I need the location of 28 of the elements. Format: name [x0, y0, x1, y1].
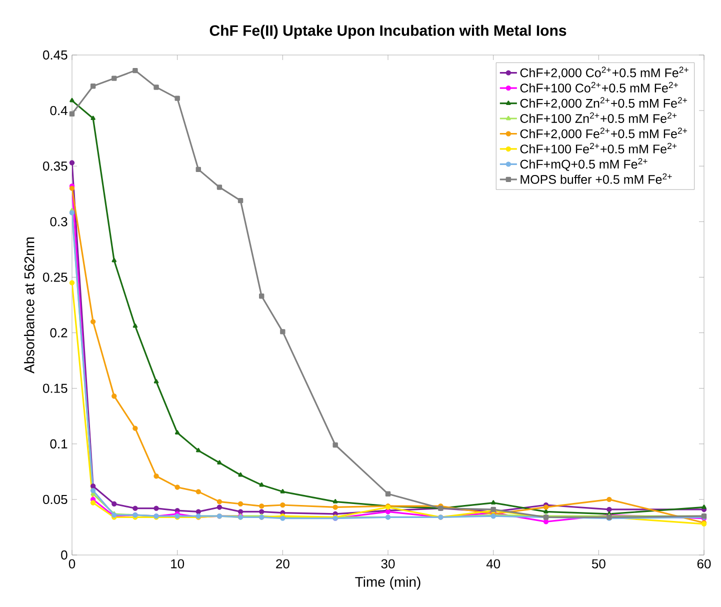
y-tick-label: 0.1	[50, 439, 68, 448]
legend-label: ChF+100 Fe$^{2+}$+0.5 mM Fe$^{2+}$	[520, 142, 677, 154]
y-tick-label: 0.25	[43, 272, 68, 282]
y-tick-label: 0.4	[50, 106, 68, 116]
x-tick-label: 10	[171, 559, 184, 568]
chart-title: ChF Fe(II) Uptake Upon Incubation with Metal Ions	[210, 24, 566, 39]
legend-label: ChF+2,000 Fe$^{2+}$+0.5 mM Fe$^{2+}$	[520, 128, 688, 140]
y-tick-label: 0	[61, 550, 68, 560]
y-tick-label: 0.05	[43, 494, 68, 504]
x-tick-label: 0	[68, 559, 76, 568]
y-tick-label: 0.2	[50, 328, 68, 338]
y-axis-title: Absorbance at 562nm	[24, 237, 34, 374]
x-axis-title: Time (min)	[355, 576, 420, 590]
legend-label: ChF+2,000 Co$^{2+}$+0.5 mM Fe$^{2+}$	[520, 66, 688, 79]
y-tick-label: 0.35	[43, 162, 68, 171]
y-tick-label: 0.15	[43, 384, 68, 393]
legend-label: ChF+2,000 Zn$^{2+}$+0.5 mM Fe$^{2+}$	[520, 97, 688, 110]
y-tick-label: 0.3	[50, 217, 68, 226]
x-tick-label: 30	[381, 559, 395, 568]
x-tick-label: 60	[697, 559, 711, 568]
legend-label: ChF+100 Zn$^{2+}$+0.5 mM Fe$^{2+}$	[520, 112, 677, 123]
x-tick-label: 40	[486, 559, 500, 568]
y-tick-label: 0.45	[43, 50, 68, 60]
x-tick-label: 50	[592, 559, 606, 568]
legend-label: ChF+100 Co$^{2+}$+0.5 mM Fe$^{2+}$	[520, 82, 678, 92]
legend-label: ChF+mQ+0.5 mM Fe$^{2+}$	[520, 158, 648, 171]
x-tick-label: 20	[276, 559, 290, 568]
legend-label: MOPS buffer +0.5 mM Fe$^{2+}$	[520, 173, 672, 184]
